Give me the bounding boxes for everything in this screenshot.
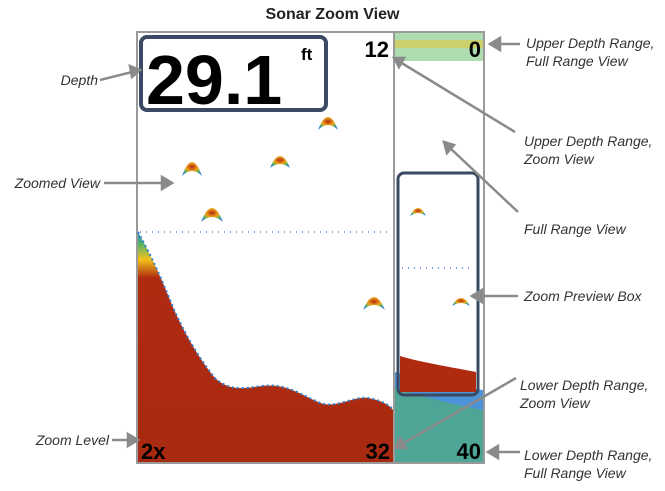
callout-zoom-preview-box: Zoom Preview Box	[524, 287, 641, 305]
depth-value: 29.1	[146, 41, 282, 119]
callout-depth: Depth	[20, 71, 98, 89]
callout-upper-zoom-line1: Upper Depth Range,	[524, 132, 652, 150]
callout-lower-zoom-line1: Lower Depth Range,	[520, 376, 648, 394]
callout-lower-full-line2: Full Range View	[524, 464, 652, 482]
callout-lower-depth-zoom: Lower Depth Range, Zoom View	[520, 376, 648, 412]
callout-full-range-view: Full Range View	[524, 220, 626, 238]
callout-upper-depth-full: Upper Depth Range, Full Range View	[526, 34, 654, 70]
depth-unit: ft	[301, 45, 313, 64]
callout-lower-full-line1: Lower Depth Range,	[524, 446, 652, 464]
upper-full-depth: 0	[469, 37, 481, 62]
callout-upper-full-line1: Upper Depth Range,	[526, 34, 654, 52]
lower-zoom-depth: 32	[366, 439, 390, 464]
callout-upper-full-line2: Full Range View	[526, 52, 654, 70]
callout-upper-zoom-line2: Zoom View	[524, 150, 652, 168]
lower-full-depth: 40	[457, 439, 481, 464]
upper-zoom-depth: 12	[365, 37, 389, 62]
callout-zoomed-view: Zoomed View	[0, 174, 100, 192]
callout-zoom-level: Zoom Level	[0, 431, 109, 449]
callout-lower-zoom-line2: Zoom View	[520, 394, 648, 412]
callout-upper-depth-zoom: Upper Depth Range, Zoom View	[524, 132, 652, 168]
zoom-level-value: 2x	[141, 439, 166, 464]
callout-lower-depth-full: Lower Depth Range, Full Range View	[524, 446, 652, 482]
